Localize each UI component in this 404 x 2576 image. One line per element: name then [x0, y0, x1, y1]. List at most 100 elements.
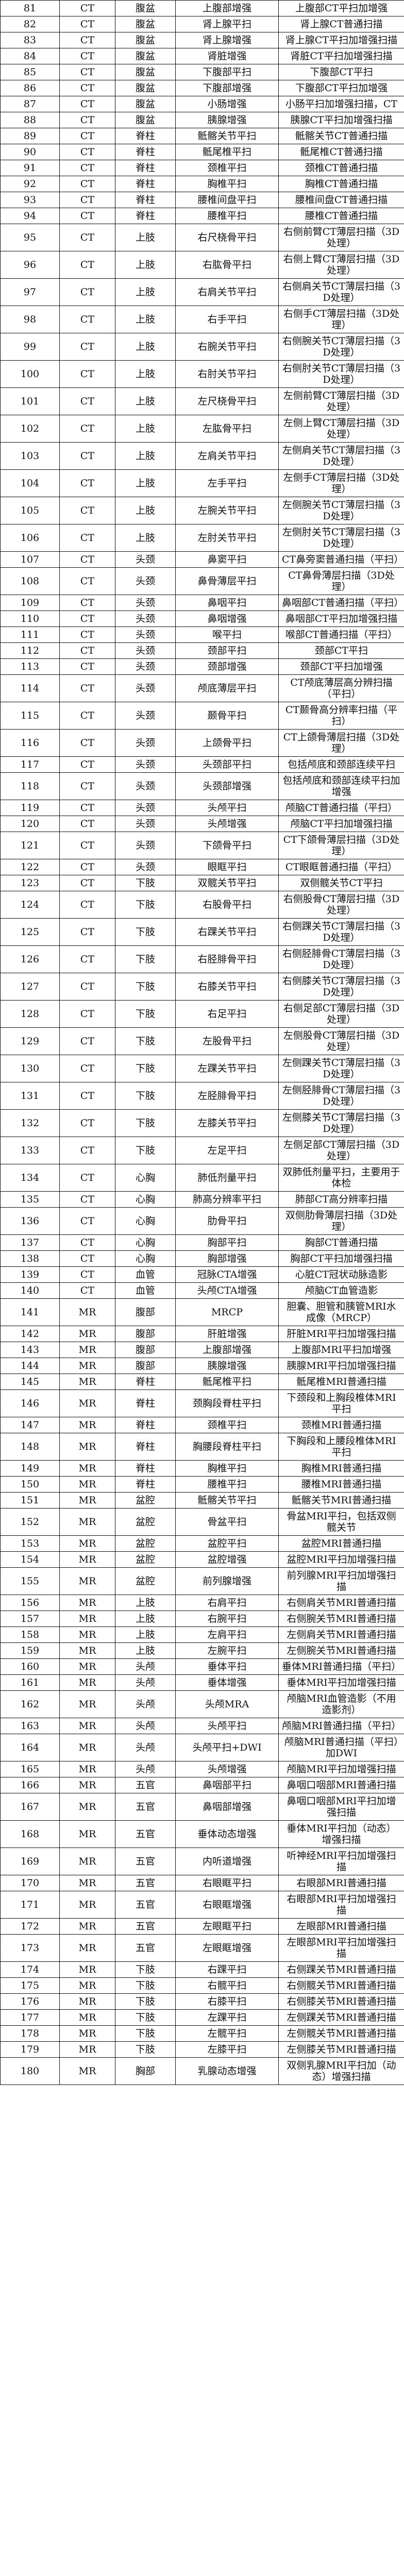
cell-body-part: 脊柱: [115, 1433, 176, 1461]
cell-body-part: 五官: [115, 1934, 176, 1962]
table-row: 125 CT 下肢 右踝关节平扫 右侧踝关节CT薄层扫描（3D处理）: [0, 918, 404, 946]
table-row: 158 MR 上肢 左肩平扫 左侧肩关节MRI普通扫描: [0, 1626, 404, 1643]
cell-index: 91: [0, 160, 60, 176]
cell-modality: MR: [59, 1460, 115, 1477]
cell-modality: CT: [59, 1207, 115, 1235]
cell-index: 105: [0, 497, 60, 524]
table-row: 92 CT 脊柱 胸椎平扫 胸椎CT普通扫描: [0, 176, 404, 192]
table-row: 104 CT 上肢 左手平扫 左侧手CT薄层扫描（3D处理）: [0, 469, 404, 497]
cell-description: 骨盆MRI平扫，包括双侧髋关节: [278, 1508, 404, 1536]
cell-body-part: 头颈: [115, 642, 176, 659]
cell-body-part: 头颅: [115, 1658, 176, 1675]
cell-index: 109: [0, 595, 60, 611]
cell-body-part: 下肢: [115, 1977, 176, 1994]
table-row: 124 CT 下肢 右股骨平扫 右侧股骨CT薄层扫描（3D处理）: [0, 891, 404, 919]
cell-description: 骶尾椎CT普通扫描: [278, 144, 404, 160]
cell-body-part: 盆腔: [115, 1508, 176, 1536]
table-row: 129 CT 下肢 左股骨平扫 左侧股骨CT薄层扫描（3D处理）: [0, 1027, 404, 1055]
cell-body-part: 头颈: [115, 832, 176, 859]
cell-exam-name: 头颅平扫: [175, 800, 279, 816]
cell-modality: CT: [59, 595, 115, 611]
cell-body-part: 上肢: [115, 387, 176, 415]
cell-body-part: 腹盆: [115, 0, 176, 16]
table-row: 88 CT 腹盆 胰腺增强 胰腺CT平扫加增强扫描: [0, 112, 404, 128]
cell-exam-name: 颞骨平扫: [175, 702, 279, 730]
cell-exam-name: 颈部平扫: [175, 642, 279, 659]
cell-body-part: 头颈: [115, 859, 176, 875]
cell-index: 119: [0, 800, 60, 816]
cell-body-part: 脊柱: [115, 1476, 176, 1493]
cell-index: 175: [0, 1977, 60, 1994]
cell-body-part: 腹盆: [115, 96, 176, 112]
cell-exam-name: 乳腺动态增强: [175, 2057, 279, 2085]
table-row: 114 CT 头颈 颅底薄层平扫 CT颅底薄层高分辨扫描（平扫）: [0, 674, 404, 702]
cell-body-part: 盆腔: [115, 1492, 176, 1509]
cell-modality: CT: [59, 1027, 115, 1055]
cell-index: 149: [0, 1460, 60, 1477]
cell-exam-name: 垂体动态增强: [175, 1820, 279, 1848]
cell-body-part: 下肢: [115, 1000, 176, 1028]
cell-body-part: 头颅: [115, 1718, 176, 1734]
table-row: 132 CT 下肢 左膝关节平扫 左侧膝关节CT薄层扫描（3D处理）: [0, 1109, 404, 1137]
cell-description: 胰腺MRI平扫加增强扫描: [278, 1358, 404, 1374]
cell-modality: MR: [59, 1326, 115, 1342]
cell-index: 81: [0, 0, 60, 16]
cell-index: 157: [0, 1611, 60, 1627]
cell-index: 132: [0, 1109, 60, 1137]
cell-description: 上腹部MRI平扫加增强: [278, 1342, 404, 1358]
cell-exam-name: 右肩关节平扫: [175, 278, 279, 306]
cell-description: 前列腺MRI平扫加增强扫描: [278, 1567, 404, 1595]
cell-body-part: 下肢: [115, 1961, 176, 1978]
cell-modality: MR: [59, 1374, 115, 1390]
cell-modality: CT: [59, 251, 115, 279]
cell-exam-name: 左腕关节平扫: [175, 497, 279, 524]
table-row: 100 CT 上肢 右肘关节平扫 右侧肘关节CT薄层扫描（3D处理）: [0, 360, 404, 388]
cell-body-part: 下肢: [115, 891, 176, 919]
table-row: 91 CT 脊柱 颈椎平扫 颈椎CT普通扫描: [0, 160, 404, 176]
cell-index: 83: [0, 32, 60, 48]
cell-modality: MR: [59, 1433, 115, 1461]
cell-modality: MR: [59, 1820, 115, 1848]
cell-exam-name: 肋骨平扫: [175, 1207, 279, 1235]
cell-modality: CT: [59, 859, 115, 875]
table-row: 109 CT 头颈 鼻咽平扫 鼻咽部CT普通扫描（平扫）: [0, 595, 404, 611]
cell-exam-name: MRCP: [175, 1298, 279, 1326]
table-row: 137 CT 心胸 胸部平扫 胸部CT普通扫描: [0, 1234, 404, 1251]
cell-modality: CT: [59, 891, 115, 919]
cell-index: 180: [0, 2057, 60, 2085]
cell-exam-name: 双髋关节平扫: [175, 875, 279, 891]
cell-modality: MR: [59, 1642, 115, 1659]
cell-index: 95: [0, 224, 60, 251]
table-row: 89 CT 脊柱 骶髂关节平扫 骶髂关节CT普通扫描: [0, 128, 404, 144]
table-row: 141 MR 腹部 MRCP 胆囊、胆管和胰管MRI水成像（MRCP）: [0, 1298, 404, 1326]
table-row: 117 CT 头颈 头颈部平扫 包括颅底和颈部连续平扫: [0, 756, 404, 773]
cell-description: 右侧手CT薄层扫描（3D处理）: [278, 306, 404, 333]
cell-description: 腰椎CT普通扫描: [278, 208, 404, 224]
table-row: 105 CT 上肢 左腕关节平扫 左侧腕关节CT薄层扫描（3D处理）: [0, 497, 404, 524]
cell-exam-name: 左肩平扫: [175, 1626, 279, 1643]
cell-description: 骶髂关节MRI普通扫描: [278, 1492, 404, 1509]
cell-exam-name: 右肘关节平扫: [175, 360, 279, 388]
cell-modality: CT: [59, 1164, 115, 1192]
cell-body-part: 上肢: [115, 1626, 176, 1643]
table-row: 97 CT 上肢 右肩关节平扫 右侧肩关节CT薄层扫描（3D处理）: [0, 278, 404, 306]
cell-exam-name: 右肱骨平扫: [175, 251, 279, 279]
table-row: 130 CT 下肢 左踝关节平扫 左侧踝关节CT薄层扫描（3D处理）: [0, 1055, 404, 1082]
cell-body-part: 头颅: [115, 1734, 176, 1761]
cell-exam-name: 右腕平扫: [175, 1611, 279, 1627]
cell-exam-name: 胰腺增强: [175, 1358, 279, 1374]
table-row: 169 MR 五官 内听道增强 听神经MRI平扫加增强扫描: [0, 1848, 404, 1875]
cell-exam-name: 眼眶平扫: [175, 859, 279, 875]
cell-exam-name: 右髋平扫: [175, 1977, 279, 1994]
cell-description: 颅脑CT血管造影: [278, 1282, 404, 1299]
cell-body-part: 心胸: [115, 1234, 176, 1251]
cell-exam-name: 上腹部增强: [175, 0, 279, 16]
cell-exam-name: 头颅平扫+DWI: [175, 1734, 279, 1761]
cell-index: 158: [0, 1626, 60, 1643]
cell-index: 107: [0, 551, 60, 568]
cell-description: 腰椎MRI普通扫描: [278, 1476, 404, 1493]
cell-exam-name: 鼻咽平扫: [175, 595, 279, 611]
cell-description: 心脏CT冠状动脉造影: [278, 1266, 404, 1283]
cell-body-part: 腹盆: [115, 32, 176, 48]
cell-modality: CT: [59, 96, 115, 112]
